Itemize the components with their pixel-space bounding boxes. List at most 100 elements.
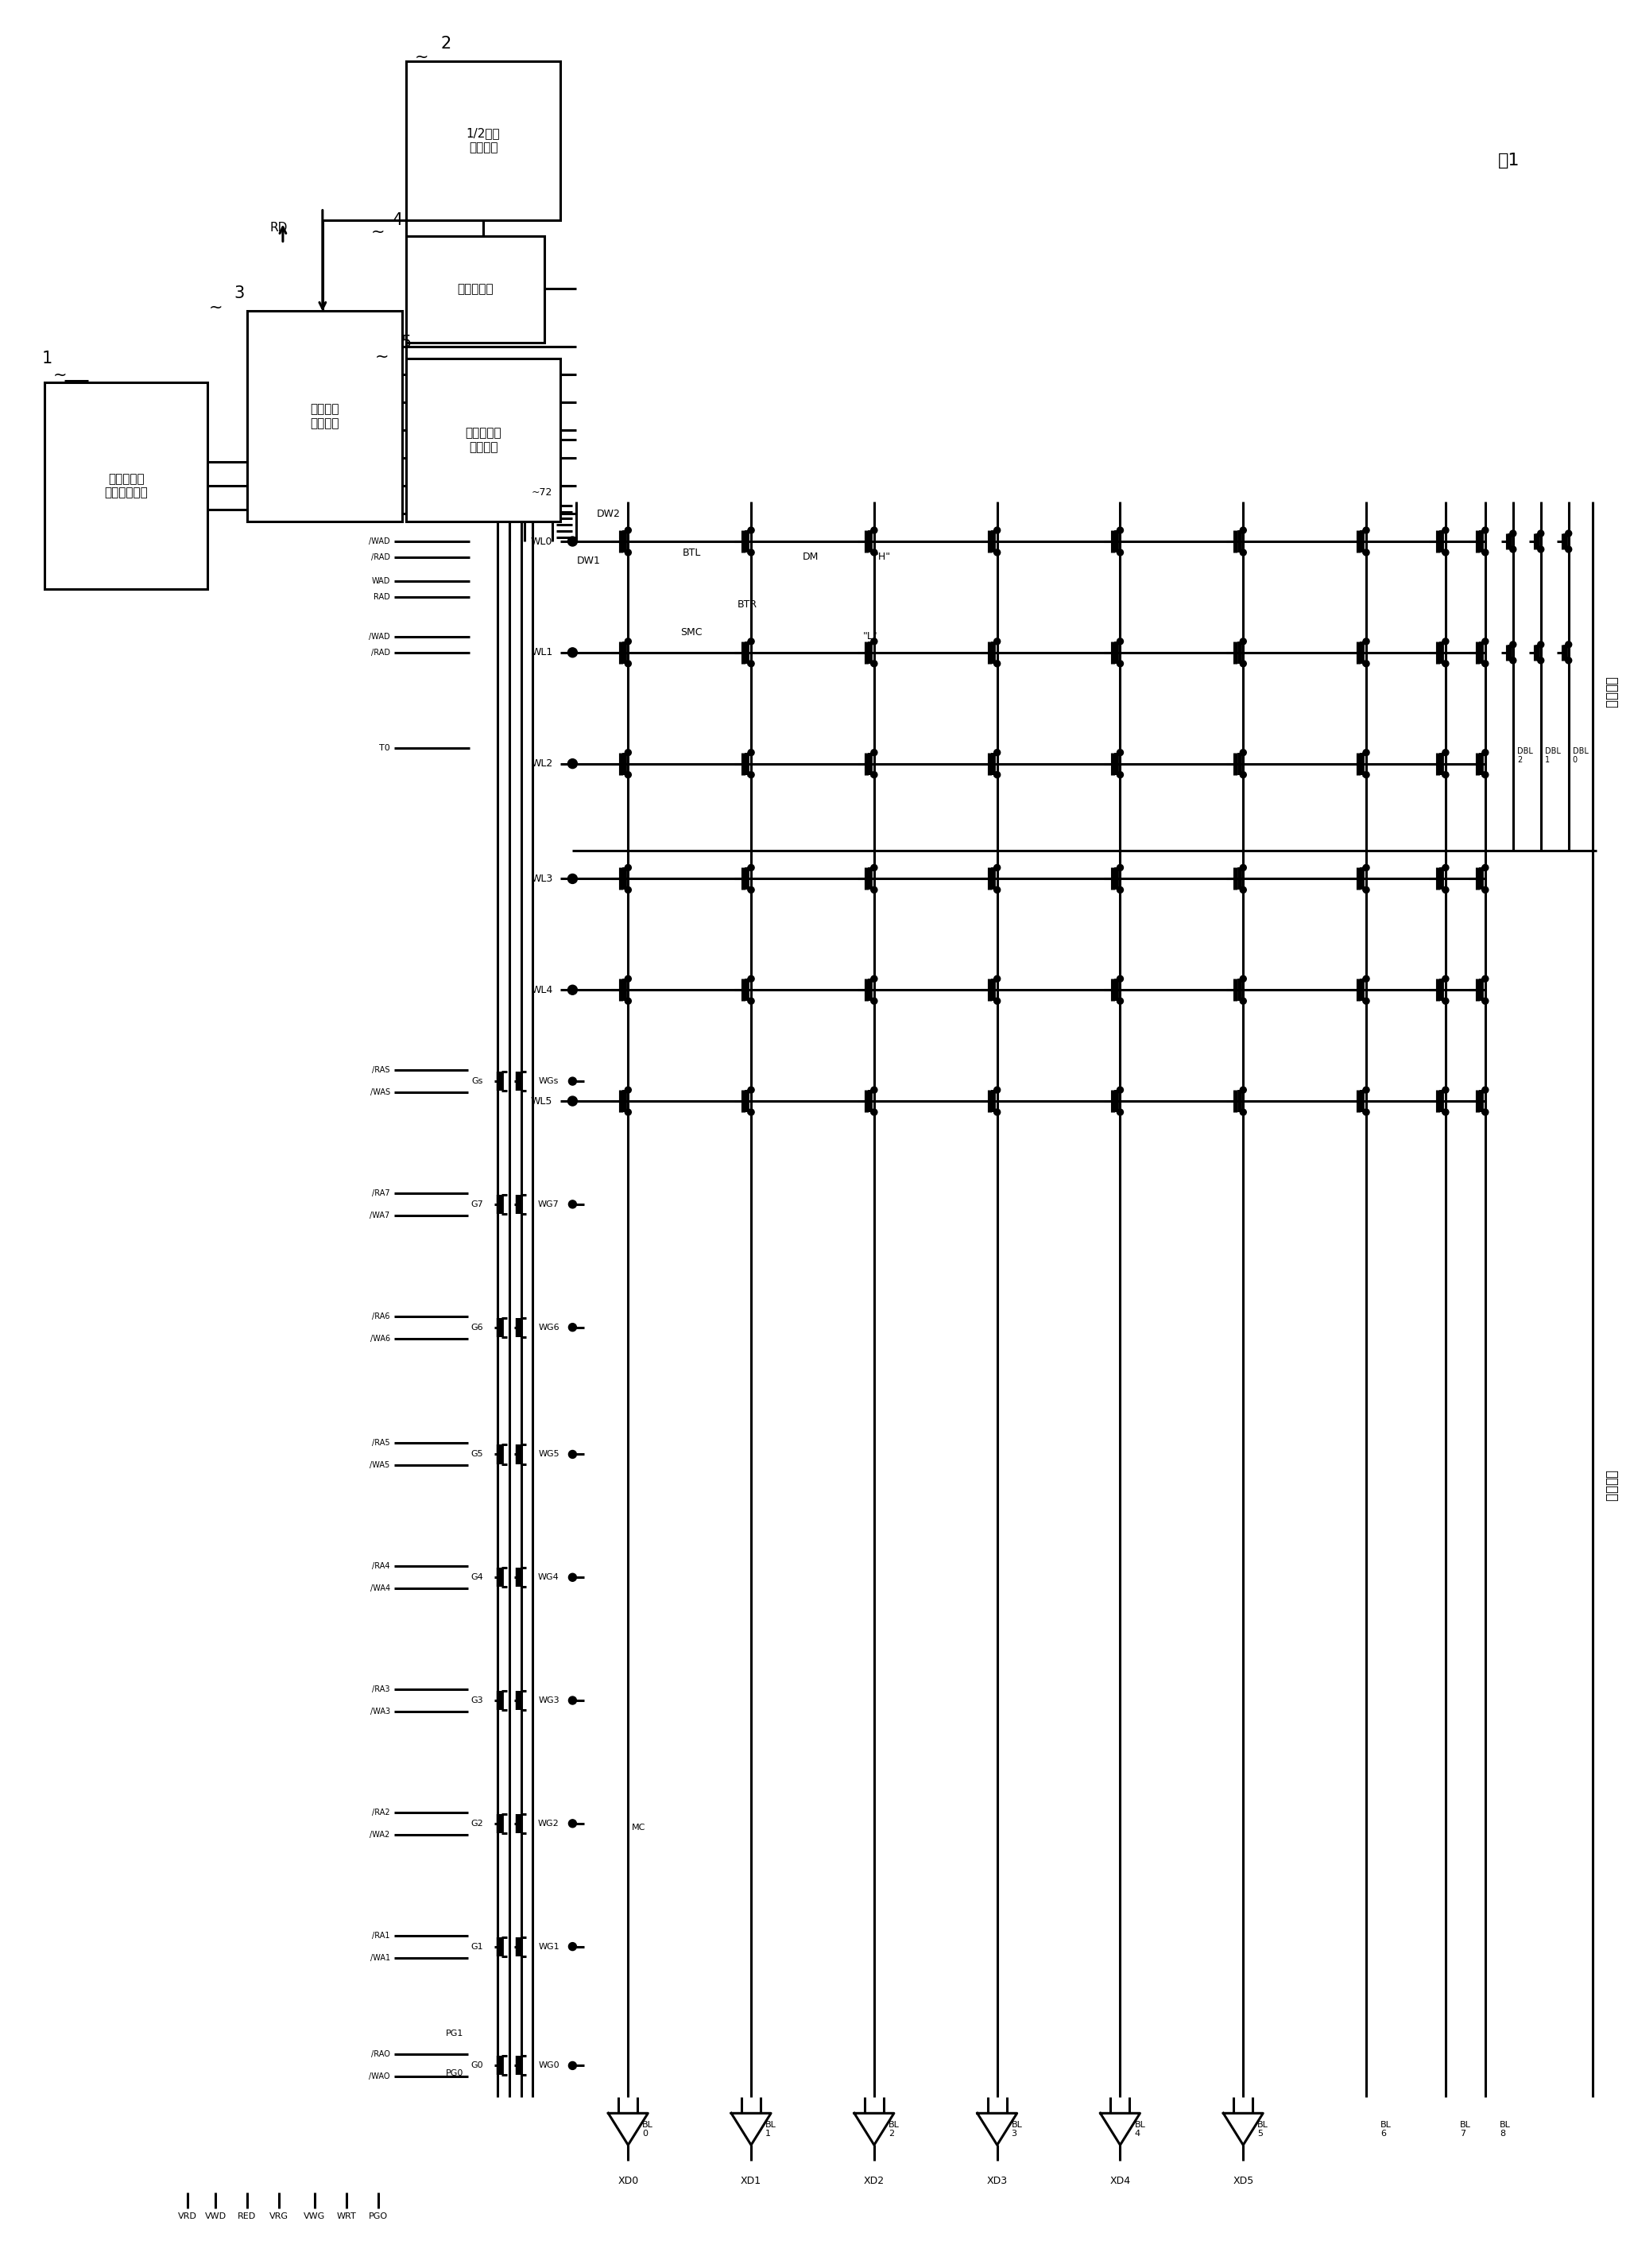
Circle shape (1565, 642, 1571, 649)
Text: WAD: WAD (372, 576, 390, 585)
Circle shape (1509, 658, 1516, 665)
Circle shape (748, 998, 755, 1005)
Text: "H": "H" (874, 551, 890, 562)
Text: 1: 1 (42, 352, 52, 367)
Text: WL4: WL4 (531, 984, 553, 996)
Text: /RAO: /RAO (372, 2050, 390, 2059)
Text: /WAO: /WAO (368, 2073, 390, 2080)
Circle shape (624, 864, 631, 871)
Text: WL2: WL2 (531, 758, 553, 769)
Circle shape (1363, 887, 1369, 894)
Text: BL
5: BL 5 (1257, 2121, 1268, 2139)
Circle shape (1363, 1086, 1369, 1093)
Circle shape (624, 771, 631, 778)
Circle shape (748, 771, 755, 778)
Circle shape (1443, 526, 1449, 533)
Circle shape (624, 1086, 631, 1093)
Text: /WA7: /WA7 (370, 1211, 390, 1220)
Text: G2: G2 (471, 1819, 484, 1828)
Text: 虚设单元: 虚设单元 (1604, 676, 1619, 708)
Circle shape (1240, 771, 1247, 778)
Circle shape (1117, 549, 1123, 556)
Text: BTL: BTL (683, 549, 701, 558)
Text: /RA3: /RA3 (372, 1685, 390, 1694)
Circle shape (1240, 1109, 1247, 1116)
Circle shape (1443, 771, 1449, 778)
Circle shape (994, 526, 1001, 533)
Circle shape (870, 975, 877, 982)
Text: ~: ~ (52, 367, 67, 383)
Circle shape (1537, 658, 1544, 665)
Circle shape (1240, 660, 1247, 667)
Circle shape (567, 760, 577, 769)
Circle shape (624, 748, 631, 755)
Text: DBL
1: DBL 1 (1545, 746, 1560, 764)
Circle shape (994, 660, 1001, 667)
Circle shape (624, 526, 631, 533)
Circle shape (1240, 998, 1247, 1005)
Circle shape (569, 1696, 577, 1703)
Text: XD1: XD1 (740, 2175, 761, 2186)
Text: BL
4: BL 4 (1134, 2121, 1146, 2139)
Circle shape (748, 660, 755, 667)
Circle shape (748, 975, 755, 982)
Text: WG4: WG4 (538, 1574, 559, 1581)
Circle shape (1482, 637, 1488, 644)
Circle shape (1117, 637, 1123, 644)
Text: DBL
0: DBL 0 (1573, 746, 1588, 764)
Circle shape (1482, 526, 1488, 533)
Circle shape (994, 1086, 1001, 1093)
Circle shape (870, 1086, 877, 1093)
Text: /RA5: /RA5 (372, 1440, 390, 1447)
Text: /RAD: /RAD (372, 649, 390, 655)
Text: /RAS: /RAS (372, 1066, 390, 1075)
Circle shape (870, 549, 877, 556)
Circle shape (567, 538, 577, 547)
Circle shape (1117, 887, 1123, 894)
Text: BTR: BTR (737, 599, 756, 610)
Circle shape (1537, 531, 1544, 538)
Circle shape (1240, 975, 1247, 982)
Circle shape (1240, 637, 1247, 644)
Text: BL
7: BL 7 (1460, 2121, 1470, 2139)
Circle shape (1509, 547, 1516, 553)
Text: WG0: WG0 (538, 2062, 559, 2071)
Circle shape (1363, 637, 1369, 644)
Circle shape (1117, 1086, 1123, 1093)
Circle shape (1240, 1086, 1247, 1093)
Text: /WAD: /WAD (368, 633, 390, 640)
Circle shape (1443, 637, 1449, 644)
Text: VRD: VRD (178, 2214, 197, 2220)
Circle shape (1482, 864, 1488, 871)
Circle shape (1482, 1086, 1488, 1093)
Text: 3: 3 (235, 286, 244, 302)
Circle shape (1443, 660, 1449, 667)
Text: /WAS: /WAS (370, 1089, 390, 1095)
Text: ~: ~ (375, 349, 390, 365)
Circle shape (569, 1077, 577, 1084)
Circle shape (1363, 549, 1369, 556)
Text: XD0: XD0 (618, 2175, 639, 2186)
Circle shape (1565, 547, 1571, 553)
Text: G3: G3 (471, 1696, 484, 1706)
Circle shape (994, 1109, 1001, 1116)
Text: WL0: WL0 (531, 535, 553, 547)
Bar (406, 358, 561, 522)
Circle shape (624, 998, 631, 1005)
Text: /RA7: /RA7 (372, 1188, 390, 1198)
Circle shape (1240, 864, 1247, 871)
Text: XD5: XD5 (1232, 2175, 1253, 2186)
Text: ~: ~ (372, 225, 385, 240)
Text: /WA3: /WA3 (370, 1708, 390, 1715)
Circle shape (870, 864, 877, 871)
Text: /WA1: /WA1 (370, 1953, 390, 1962)
Circle shape (870, 771, 877, 778)
Circle shape (994, 637, 1001, 644)
Text: WL5: WL5 (531, 1095, 553, 1107)
Circle shape (1240, 549, 1247, 556)
Text: /RA4: /RA4 (372, 1563, 390, 1569)
Text: G4: G4 (471, 1574, 484, 1581)
Text: /RA2: /RA2 (372, 1808, 390, 1817)
Circle shape (567, 649, 577, 658)
Circle shape (1565, 658, 1571, 665)
